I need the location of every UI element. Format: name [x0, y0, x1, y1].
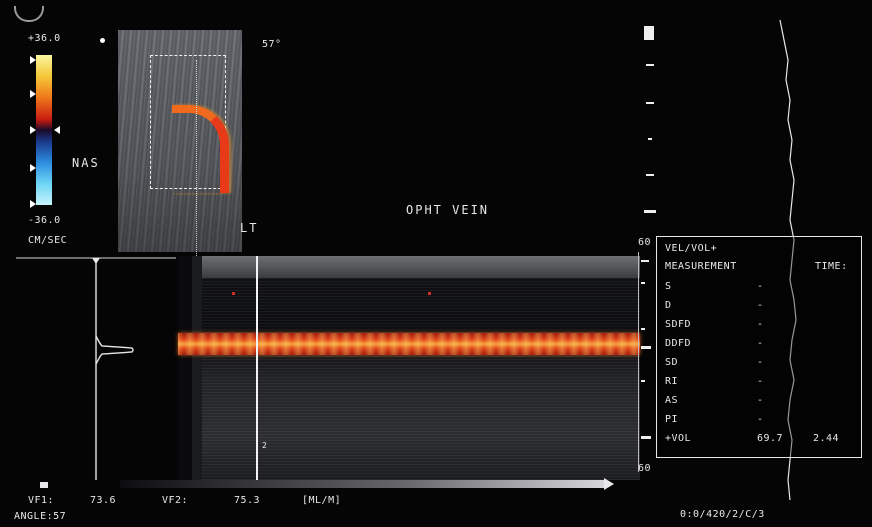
cursor-marker: 2	[262, 441, 268, 450]
scale-marker-icon	[30, 56, 36, 64]
depth-top-label: 60	[638, 237, 652, 248]
ecg-trace	[779, 20, 797, 500]
sample-line	[196, 60, 197, 256]
speaker-icon[interactable]	[40, 482, 48, 488]
meas-row[interactable]: D-	[665, 300, 764, 311]
meas-row[interactable]: S-	[665, 281, 764, 292]
scale-marker-icon	[30, 126, 36, 134]
doppler-strip	[178, 256, 640, 480]
side-label: LT	[240, 221, 259, 235]
flow-unit: [ML/M]	[302, 495, 342, 506]
sample-dot	[232, 292, 235, 295]
vf2-label: VF2:	[162, 495, 189, 506]
scale-min-label: -36.0	[28, 215, 61, 226]
vf1-value: 73.6	[90, 495, 117, 506]
meas-row[interactable]: RI -	[665, 376, 764, 387]
color-flow-arc	[172, 105, 229, 193]
doppler-flow-band	[178, 333, 640, 355]
scale-marker-icon	[30, 164, 36, 172]
depth-tick	[648, 138, 652, 140]
logo-icon	[14, 6, 44, 22]
depth-top-marker	[644, 26, 654, 40]
scale-tick	[641, 346, 651, 349]
strip-right-scale	[638, 252, 655, 472]
scale-max-label: +36.0	[28, 33, 61, 44]
doppler-top-band	[178, 256, 640, 278]
scale-tick	[641, 260, 649, 262]
depth-tick	[646, 174, 654, 176]
timeline-bar[interactable]	[120, 480, 606, 488]
play-arrow-icon[interactable]	[604, 478, 614, 490]
color-velocity-bar	[36, 55, 52, 205]
depth-tick	[644, 210, 656, 213]
status-text: 0:0/420/2/C/3	[680, 509, 765, 520]
time-cursor-line[interactable]	[256, 256, 258, 480]
meas-row[interactable]: AS -	[665, 395, 764, 406]
scale-unit-label: CM/SEC	[28, 235, 68, 246]
scale-tick	[641, 328, 645, 330]
focus-dot	[100, 38, 105, 43]
depth-bottom-label: 60	[638, 463, 652, 474]
depth-tick	[646, 64, 654, 66]
meas-row[interactable]: SDFD -	[665, 319, 764, 330]
strip-divider	[192, 256, 202, 480]
meas-row[interactable]: PI -	[665, 414, 764, 425]
scale-tick	[641, 380, 645, 382]
vessel-label: OPHT VEIN	[406, 203, 490, 217]
meas-row[interactable]: DDFD -	[665, 338, 764, 349]
baseline-marker-icon	[54, 126, 60, 134]
meas-header: VEL/VOL+	[665, 243, 718, 254]
strip-divider	[178, 256, 192, 480]
meas-row[interactable]: SD -	[665, 357, 764, 368]
meas-col2-header: TIME:	[815, 261, 848, 272]
meas-col1-header: MEASUREMENT	[665, 261, 737, 272]
sector-angle: 57°	[262, 39, 282, 50]
scale-marker-icon	[30, 90, 36, 98]
measurement-panel: VEL/VOL+ MEASUREMENT TIME: S- D- SDFD - D…	[656, 236, 862, 458]
scale-tick	[641, 436, 651, 439]
angle-text: ANGLE:57	[14, 511, 67, 522]
vf2-value: 75.3	[234, 495, 261, 506]
scale-marker-icon	[30, 200, 36, 208]
vf1-label: VF1:	[28, 495, 55, 506]
depth-scale	[640, 24, 660, 244]
direction-label: NAS	[72, 156, 100, 170]
depth-tick	[646, 102, 654, 104]
spectrum-display	[16, 257, 176, 480]
sample-dot	[428, 292, 431, 295]
scale-tick	[641, 282, 645, 284]
meas-row[interactable]: +VOL 69.7 2.44	[665, 433, 840, 444]
